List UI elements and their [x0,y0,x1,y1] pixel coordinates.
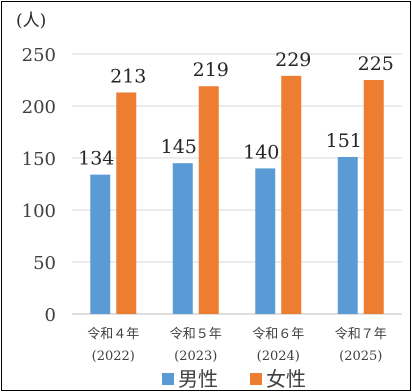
y-tick-label: 100 [22,201,56,222]
legend-swatch [162,373,174,385]
x-tick-label: 令和４年 [87,327,139,342]
x-tick-label-year: (2022) [92,349,135,364]
bar-male [90,174,111,314]
bars [90,75,384,315]
bar-male [255,168,276,314]
y-tick-labels: 0 50 100 150 200 250 [22,45,56,326]
bar-female [281,75,302,314]
legend-swatch [250,373,262,385]
x-tick-label: 令和７年 [335,327,387,342]
x-tick-labels: 令和４年 (2022) 令和５年 (2023) 令和６年 (2024) 令和７年 (2025) [87,327,387,364]
bar-female [363,80,384,314]
data-label: 225 [358,53,394,75]
bar-female [198,86,219,315]
data-labels: 134 213 145 219 140 229 151 225 [78,49,394,170]
bar-male [337,156,358,314]
data-label: 229 [275,49,311,71]
y-tick-label: 250 [22,45,56,66]
data-label: 145 [161,136,197,158]
data-label: 140 [243,141,279,163]
x-tick-label: 令和５年 [170,327,222,342]
bar-female [116,92,137,314]
data-label: 219 [193,59,229,81]
y-tick-label: 0 [45,305,56,326]
x-tick-label-year: (2024) [257,349,300,364]
x-tick-label-year: (2025) [339,349,382,364]
data-label: 134 [78,148,114,170]
x-tick-label-year: (2023) [174,349,217,364]
y-tick-label: 50 [33,253,56,274]
legend-label: 女性 [266,367,306,391]
y-unit-label: (人) [16,11,46,31]
x-tick-label: 令和６年 [252,327,304,342]
legend: 男性 女性 [162,367,306,391]
bar-male [172,163,193,314]
data-label: 151 [326,130,362,152]
y-tick-label: 200 [22,97,56,118]
data-label: 213 [110,65,146,87]
legend-label: 男性 [178,367,218,391]
y-tick-label: 150 [22,149,56,170]
